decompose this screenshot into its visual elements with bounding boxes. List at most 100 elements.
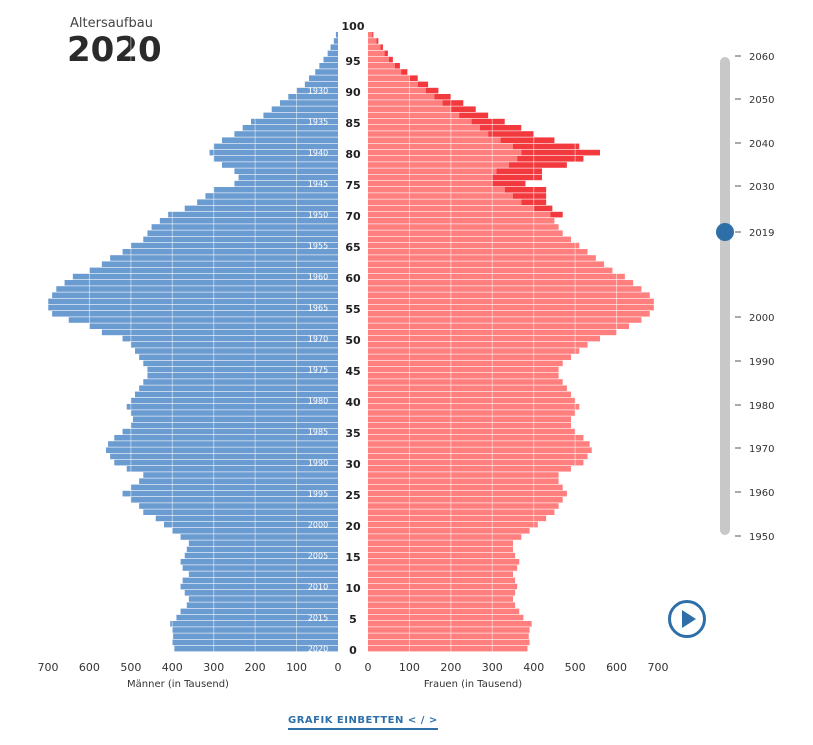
age-tick-label: 0 bbox=[349, 644, 357, 657]
male-bar bbox=[143, 379, 338, 385]
female-surplus-bar bbox=[513, 143, 580, 150]
slider-handle[interactable] bbox=[716, 223, 734, 241]
male-bar bbox=[143, 236, 338, 243]
slider-year-label: 1990 bbox=[749, 357, 774, 368]
male-bar bbox=[182, 565, 338, 571]
male-bar bbox=[184, 590, 338, 596]
male-bar bbox=[130, 497, 338, 503]
female-bar bbox=[368, 435, 584, 441]
male-bar bbox=[130, 342, 338, 348]
female-bar bbox=[368, 546, 513, 553]
x-tick-label-right: 400 bbox=[523, 661, 544, 674]
year-slider[interactable]: 2060205020402030201920001990198019701960… bbox=[0, 0, 813, 700]
female-surplus-bar bbox=[504, 187, 547, 193]
female-bar bbox=[368, 162, 509, 168]
birth-year-label: 2010 bbox=[308, 583, 328, 592]
female-bar bbox=[368, 81, 418, 88]
age-tick-label: 40 bbox=[345, 396, 361, 409]
male-bar bbox=[101, 329, 338, 336]
female-bar bbox=[368, 236, 571, 243]
female-bar bbox=[368, 255, 596, 261]
x-axis-title-right: Frauen (in Tausend) bbox=[424, 679, 522, 690]
female-surplus-bar bbox=[521, 149, 600, 156]
female-bar bbox=[368, 211, 551, 218]
male-bar bbox=[330, 44, 338, 50]
female-surplus-bar bbox=[450, 106, 476, 112]
female-bar bbox=[368, 416, 571, 422]
female-bar bbox=[368, 608, 520, 615]
male-bar bbox=[106, 447, 338, 453]
female-bar bbox=[368, 44, 381, 50]
female-bar bbox=[368, 373, 559, 379]
female-bar bbox=[368, 168, 497, 174]
male-bar bbox=[327, 50, 338, 57]
female-bar bbox=[368, 360, 563, 367]
x-tick-label-left: 200 bbox=[245, 661, 266, 674]
female-surplus-bar bbox=[492, 180, 526, 187]
birth-year-label: 2015 bbox=[308, 614, 328, 623]
female-bar bbox=[368, 521, 538, 528]
age-tick-label: 95 bbox=[345, 55, 360, 68]
age-tick-label: 30 bbox=[345, 458, 361, 471]
male-bar bbox=[48, 298, 338, 305]
male-bar bbox=[143, 509, 338, 515]
male-bar bbox=[263, 112, 338, 119]
x-tick-label-right: 100 bbox=[399, 661, 420, 674]
age-tick-label: 5 bbox=[349, 613, 357, 626]
male-bar bbox=[151, 224, 338, 230]
female-bar bbox=[368, 428, 576, 435]
female-bar bbox=[368, 583, 518, 590]
birth-year-label: 2005 bbox=[308, 552, 328, 561]
female-bar bbox=[368, 397, 576, 404]
female-bar bbox=[368, 50, 385, 57]
male-bar bbox=[101, 261, 338, 267]
male-bar bbox=[335, 32, 338, 38]
male-bar bbox=[64, 280, 339, 286]
male-bar bbox=[188, 571, 338, 577]
slider-year-label: 1950 bbox=[749, 532, 774, 543]
age-tick-label: 85 bbox=[345, 117, 360, 130]
embed-chart-link[interactable]: GRAFIK EINBETTEN < / > bbox=[288, 715, 438, 730]
male-bar bbox=[234, 168, 338, 174]
female-bar bbox=[368, 410, 576, 416]
male-bar bbox=[176, 614, 338, 621]
male-bar bbox=[304, 81, 338, 88]
slider-year-label: 2050 bbox=[749, 95, 774, 106]
female-bar bbox=[368, 627, 530, 633]
male-bar bbox=[271, 106, 338, 112]
female-bar bbox=[368, 645, 528, 652]
x-axis-title-left: Männer (in Tausend) bbox=[127, 679, 229, 690]
male-bar bbox=[147, 373, 338, 379]
female-bar bbox=[368, 32, 373, 38]
female-bar bbox=[368, 304, 654, 311]
female-bar bbox=[368, 280, 634, 286]
slider-year-label: 2000 bbox=[749, 313, 774, 324]
male-bar bbox=[209, 149, 338, 156]
female-bar bbox=[368, 187, 505, 193]
male-bar bbox=[130, 422, 338, 429]
female-bar bbox=[368, 180, 493, 187]
age-tick-label: 80 bbox=[345, 148, 361, 161]
slider-year-label: 1970 bbox=[749, 444, 774, 455]
birth-year-label: 1940 bbox=[308, 149, 328, 158]
female-bar bbox=[368, 94, 435, 100]
female-surplus-bar bbox=[517, 156, 584, 162]
female-bar bbox=[368, 125, 480, 131]
female-bar bbox=[368, 298, 654, 305]
male-bar bbox=[132, 416, 338, 422]
female-bar bbox=[368, 453, 588, 460]
female-bar bbox=[368, 602, 516, 608]
female-bar bbox=[368, 472, 559, 478]
male-bar bbox=[186, 602, 338, 608]
female-bar bbox=[368, 540, 513, 546]
female-surplus-bar bbox=[388, 56, 393, 63]
birth-year-label: 1950 bbox=[308, 211, 328, 220]
slider-year-label: 2019 bbox=[749, 228, 774, 239]
play-button[interactable] bbox=[667, 599, 707, 639]
female-bar bbox=[368, 261, 605, 267]
female-bar bbox=[368, 75, 410, 81]
birth-year-label: 1990 bbox=[308, 459, 328, 468]
female-bar bbox=[368, 63, 395, 69]
x-tick-label-left: 700 bbox=[38, 661, 59, 674]
male-bar bbox=[180, 534, 338, 540]
